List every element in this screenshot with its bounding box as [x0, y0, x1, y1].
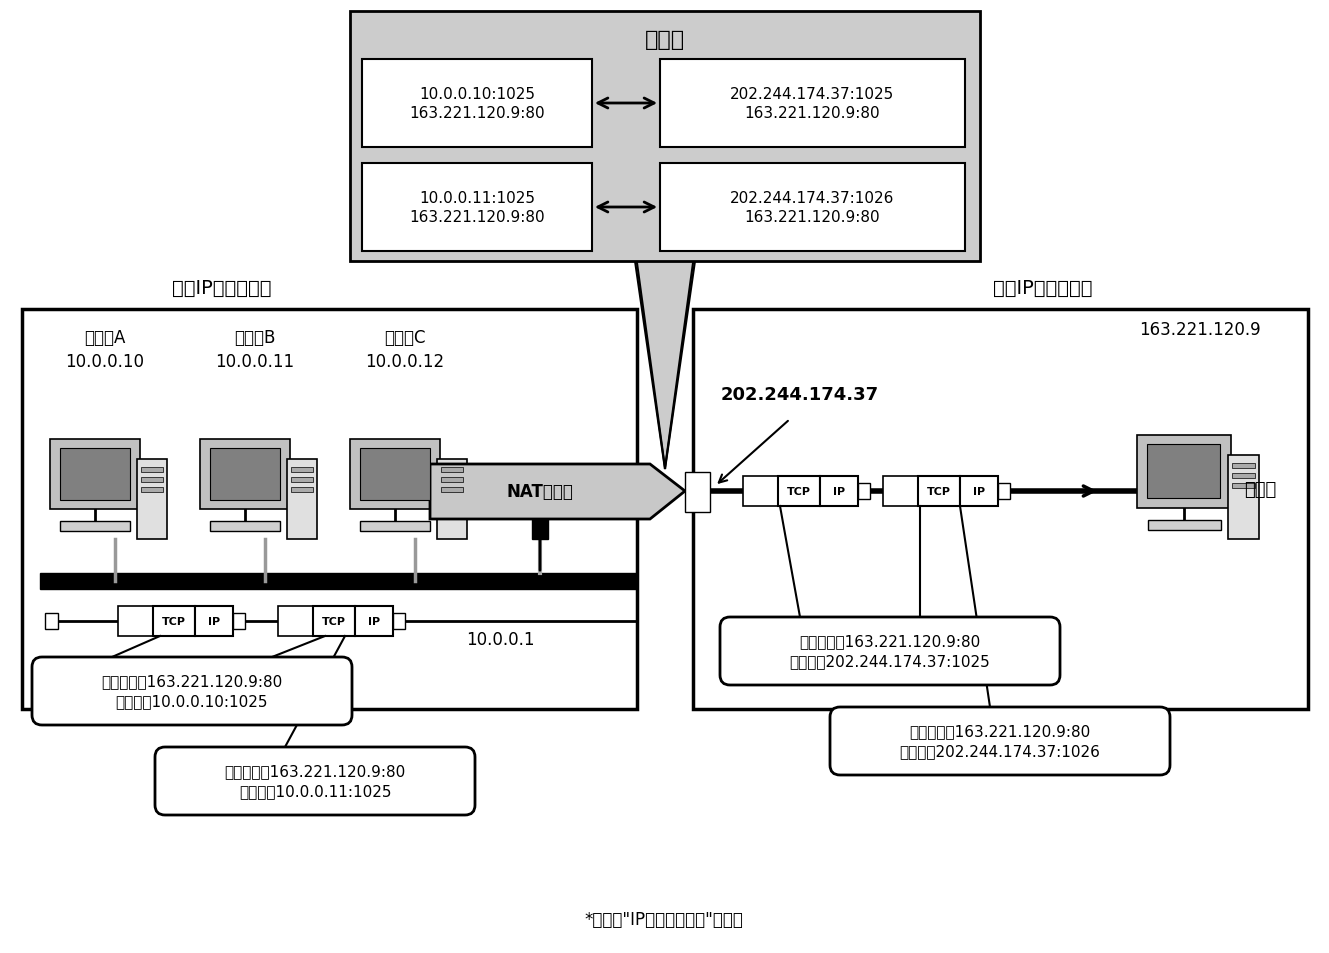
- Bar: [210, 449, 280, 500]
- Bar: [199, 439, 290, 510]
- Text: 目标地址：163.221.120.9:80
源地址：10.0.0.11:1025: 目标地址：163.221.120.9:80 源地址：10.0.0.11:1025: [225, 763, 405, 799]
- Bar: [692, 310, 1308, 709]
- Bar: [141, 488, 163, 493]
- FancyBboxPatch shape: [155, 747, 474, 815]
- Text: 客户端B
10.0.0.11: 客户端B 10.0.0.11: [215, 329, 295, 371]
- Bar: [360, 521, 431, 532]
- Bar: [441, 488, 462, 493]
- Text: TCP: TCP: [322, 617, 346, 626]
- Bar: [1232, 474, 1255, 478]
- Bar: [40, 574, 637, 589]
- Bar: [960, 476, 998, 506]
- Text: 目标地址：163.221.120.9:80
源地址：202.244.174.37:1026: 目标地址：163.221.120.9:80 源地址：202.244.174.37…: [900, 724, 1100, 759]
- Bar: [314, 606, 355, 637]
- Bar: [350, 12, 979, 262]
- Polygon shape: [635, 262, 695, 470]
- Bar: [859, 483, 870, 499]
- Bar: [661, 164, 965, 252]
- Text: *图中用"IP地址：端口号"标记。: *图中用"IP地址：端口号"标记。: [585, 910, 743, 928]
- Bar: [393, 614, 405, 629]
- Bar: [1232, 463, 1255, 469]
- Text: 全局IP地址的世界: 全局IP地址的世界: [993, 278, 1092, 297]
- Bar: [1232, 483, 1255, 489]
- Bar: [661, 60, 965, 148]
- FancyBboxPatch shape: [720, 618, 1061, 685]
- Bar: [45, 614, 58, 629]
- Bar: [137, 459, 167, 539]
- Bar: [437, 459, 466, 539]
- Bar: [153, 606, 195, 637]
- Bar: [210, 521, 280, 532]
- Text: 转换表: 转换表: [645, 30, 684, 50]
- Bar: [882, 476, 918, 506]
- Text: 202.244.174.37:1025
163.221.120.9:80: 202.244.174.37:1025 163.221.120.9:80: [730, 87, 894, 121]
- FancyBboxPatch shape: [32, 658, 352, 725]
- Text: NAT路由器: NAT路由器: [506, 482, 573, 500]
- Bar: [1148, 520, 1221, 531]
- Text: IP: IP: [833, 486, 845, 497]
- Text: 10.0.0.1: 10.0.0.1: [465, 630, 534, 648]
- Text: 202.244.174.37:1026
163.221.120.9:80: 202.244.174.37:1026 163.221.120.9:80: [730, 191, 894, 225]
- Text: 10.0.0.11:1025
163.221.120.9:80: 10.0.0.11:1025 163.221.120.9:80: [409, 191, 545, 225]
- Bar: [195, 606, 233, 637]
- Bar: [361, 60, 591, 148]
- Text: IP: IP: [973, 486, 985, 497]
- Text: TCP: TCP: [162, 617, 186, 626]
- Bar: [1228, 456, 1259, 539]
- Bar: [820, 476, 859, 506]
- Bar: [291, 488, 314, 493]
- Bar: [51, 439, 140, 510]
- Bar: [684, 473, 710, 513]
- Bar: [361, 164, 591, 252]
- Bar: [291, 468, 314, 473]
- Bar: [777, 476, 820, 506]
- Text: TCP: TCP: [787, 486, 811, 497]
- Text: 目标地址：163.221.120.9:80
源地址：202.244.174.37:1025: 目标地址：163.221.120.9:80 源地址：202.244.174.37…: [789, 634, 990, 669]
- Bar: [918, 476, 960, 506]
- Bar: [350, 439, 440, 510]
- Text: IP: IP: [207, 617, 221, 626]
- Text: 目标地址：163.221.120.9:80
源地址：10.0.0.10:1025: 目标地址：163.221.120.9:80 源地址：10.0.0.10:1025: [101, 674, 283, 709]
- Bar: [1138, 436, 1231, 509]
- Text: TCP: TCP: [928, 486, 952, 497]
- Bar: [233, 614, 245, 629]
- Bar: [441, 468, 462, 473]
- Text: 163.221.120.9: 163.221.120.9: [1139, 320, 1261, 338]
- Bar: [743, 476, 777, 506]
- Text: 10.0.0.10:1025
163.221.120.9:80: 10.0.0.10:1025 163.221.120.9:80: [409, 87, 545, 121]
- Text: 客户端A
10.0.0.10: 客户端A 10.0.0.10: [65, 329, 145, 371]
- Bar: [441, 477, 462, 482]
- Bar: [291, 477, 314, 482]
- Text: IP: IP: [368, 617, 380, 626]
- Bar: [998, 483, 1010, 499]
- Text: 客户端C
10.0.0.12: 客户端C 10.0.0.12: [365, 329, 445, 371]
- Bar: [355, 606, 393, 637]
- Bar: [278, 606, 314, 637]
- Bar: [118, 606, 153, 637]
- Text: 服务器: 服务器: [1244, 480, 1276, 498]
- Polygon shape: [431, 464, 684, 519]
- Bar: [532, 519, 548, 539]
- Text: 202.244.174.37: 202.244.174.37: [720, 386, 878, 403]
- Bar: [23, 310, 637, 709]
- Bar: [141, 468, 163, 473]
- Bar: [60, 521, 130, 532]
- Bar: [1147, 444, 1220, 498]
- Text: 私有IP地址的世界: 私有IP地址的世界: [173, 278, 271, 297]
- Bar: [141, 477, 163, 482]
- Bar: [60, 449, 130, 500]
- FancyBboxPatch shape: [831, 707, 1170, 775]
- Bar: [287, 459, 318, 539]
- Bar: [360, 449, 431, 500]
